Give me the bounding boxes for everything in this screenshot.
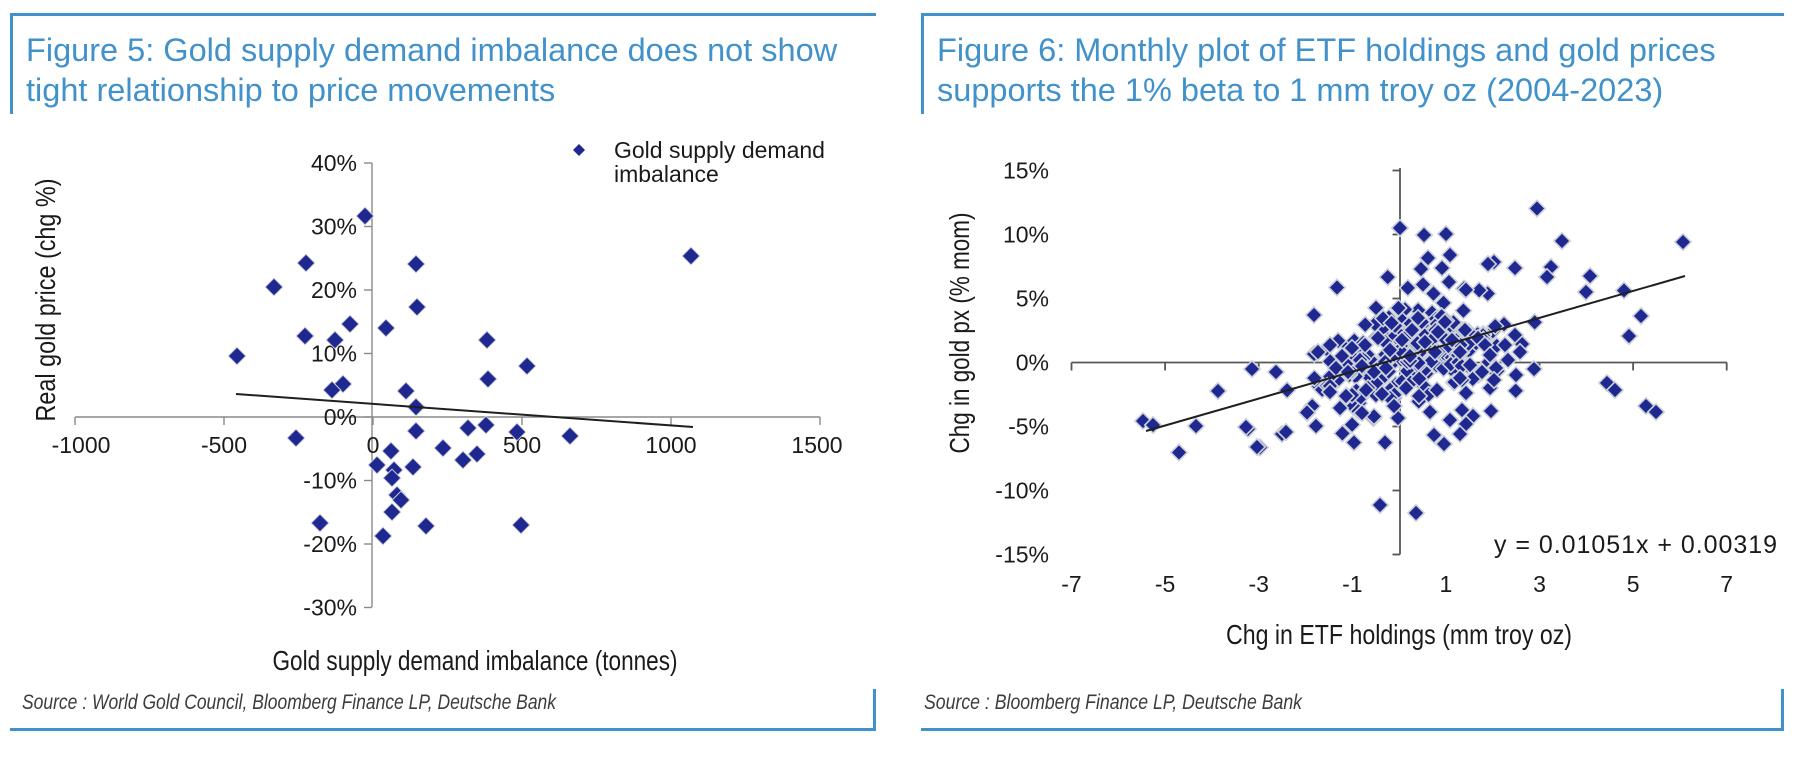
svg-text:0: 0: [367, 432, 380, 458]
svg-text:Gold supply demand imbalance (: Gold supply demand imbalance (tonnes): [273, 645, 678, 676]
svg-text:y = 0.01051x + 0.00319: y = 0.01051x + 0.00319: [1494, 531, 1777, 559]
svg-text:5%: 5%: [1016, 286, 1049, 312]
svg-text:5: 5: [1627, 571, 1640, 597]
svg-text:1000: 1000: [645, 432, 696, 458]
svg-text:1: 1: [1440, 571, 1453, 597]
svg-text:40%: 40%: [311, 150, 357, 176]
svg-text:-30%: -30%: [303, 595, 357, 621]
svg-text:supports the 1% beta to 1 mm t: supports the 1% beta to 1 mm troy oz (20…: [937, 72, 1663, 108]
svg-text:Source : Bloomberg Finance LP,: Source : Bloomberg Finance LP, Deutsche …: [924, 691, 1303, 714]
svg-text:Chg in ETF holdings (mm troy o: Chg in ETF holdings (mm troy oz): [1226, 619, 1572, 650]
svg-text:1500: 1500: [791, 432, 842, 458]
svg-text:-7: -7: [1061, 571, 1081, 597]
svg-text:-15%: -15%: [995, 542, 1049, 568]
svg-text:imbalance: imbalance: [614, 161, 719, 187]
svg-text:Source : World Gold Council, B: Source : World Gold Council, Bloomberg F…: [22, 691, 557, 714]
svg-text:Real gold price (chg %): Real gold price (chg %): [30, 179, 61, 422]
svg-text:-1: -1: [1342, 571, 1362, 597]
svg-text:Chg in gold px (% mom): Chg in gold px (% mom): [944, 213, 975, 454]
svg-text:-20%: -20%: [303, 531, 357, 557]
svg-text:-1000: -1000: [52, 432, 111, 458]
svg-text:20%: 20%: [311, 277, 357, 303]
svg-text:-3: -3: [1248, 571, 1268, 597]
svg-text:30%: 30%: [311, 214, 357, 240]
svg-text:-500: -500: [201, 432, 247, 458]
svg-text:tight relationship to price mo: tight relationship to price movements: [26, 72, 555, 108]
svg-text:3: 3: [1533, 571, 1546, 597]
svg-text:7: 7: [1720, 571, 1733, 597]
svg-text:Figure 6: Monthly plot of ETF: Figure 6: Monthly plot of ETF holdings a…: [937, 32, 1716, 68]
svg-text:-5%: -5%: [1008, 414, 1049, 440]
svg-text:0%: 0%: [1016, 350, 1049, 376]
svg-text:15%: 15%: [1003, 158, 1049, 184]
svg-text:-10%: -10%: [995, 478, 1049, 504]
svg-text:-10%: -10%: [303, 468, 357, 494]
svg-text:Figure 5: Gold supply demand i: Figure 5: Gold supply demand imbalance d…: [26, 32, 838, 68]
svg-text:10%: 10%: [1003, 222, 1049, 248]
svg-text:Gold supply demand: Gold supply demand: [614, 137, 825, 163]
svg-text:0%: 0%: [324, 404, 357, 430]
svg-text:-5: -5: [1155, 571, 1175, 597]
